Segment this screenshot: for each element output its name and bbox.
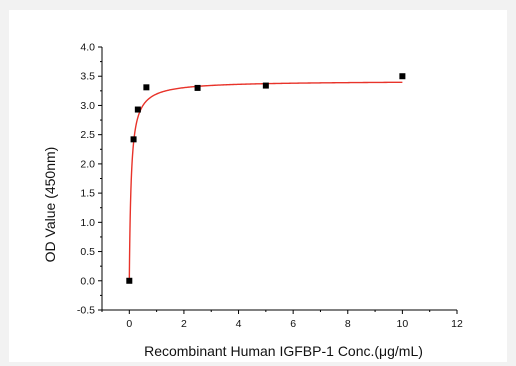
- y-tick-label: 1.5: [80, 188, 95, 200]
- y-tick-label: 0.0: [80, 275, 95, 287]
- x-tick-label: 0: [126, 318, 132, 330]
- axes: [101, 47, 457, 311]
- y-tick-label: 2.5: [80, 129, 95, 141]
- x-tick-label: 4: [236, 318, 242, 330]
- x-tick-label: 12: [451, 318, 463, 330]
- y-tick-label: -0.5: [77, 305, 95, 317]
- x-tick-label: 8: [345, 318, 351, 330]
- y-tick-label: 3.5: [80, 71, 95, 83]
- y-axis-title: OD Value (450nm): [42, 147, 58, 263]
- fit-curve-layer: [128, 81, 403, 281]
- data-point: [126, 277, 133, 284]
- x-tick-label: 2: [181, 318, 187, 330]
- fit-curve: [128, 81, 403, 281]
- data-points: [126, 73, 406, 284]
- data-point: [143, 84, 150, 91]
- data-point: [130, 136, 137, 143]
- y-tick-label: 3.0: [80, 100, 95, 112]
- y-tick-label: 2.0: [80, 158, 95, 170]
- x-tick-label: 6: [290, 318, 296, 330]
- data-point: [262, 82, 269, 89]
- chart-card: [9, 10, 507, 362]
- y-tick-label: 1.0: [80, 217, 95, 229]
- data-point: [399, 73, 406, 80]
- ticks: -0.5 0.0 0.5 1.0 1.5 2.0 2.5 3.0 3.5 4.0 0 2 4 6 8 10 12: [77, 42, 463, 331]
- x-tick-label: 10: [397, 318, 409, 330]
- y-tick-label: 4.0: [80, 42, 95, 54]
- x-axis-title: Recombinant Human IGFBP-1 Conc.(μg/mL): [144, 343, 423, 359]
- y-tick-label: 0.5: [80, 246, 95, 258]
- data-point: [194, 84, 201, 91]
- data-point: [134, 106, 141, 113]
